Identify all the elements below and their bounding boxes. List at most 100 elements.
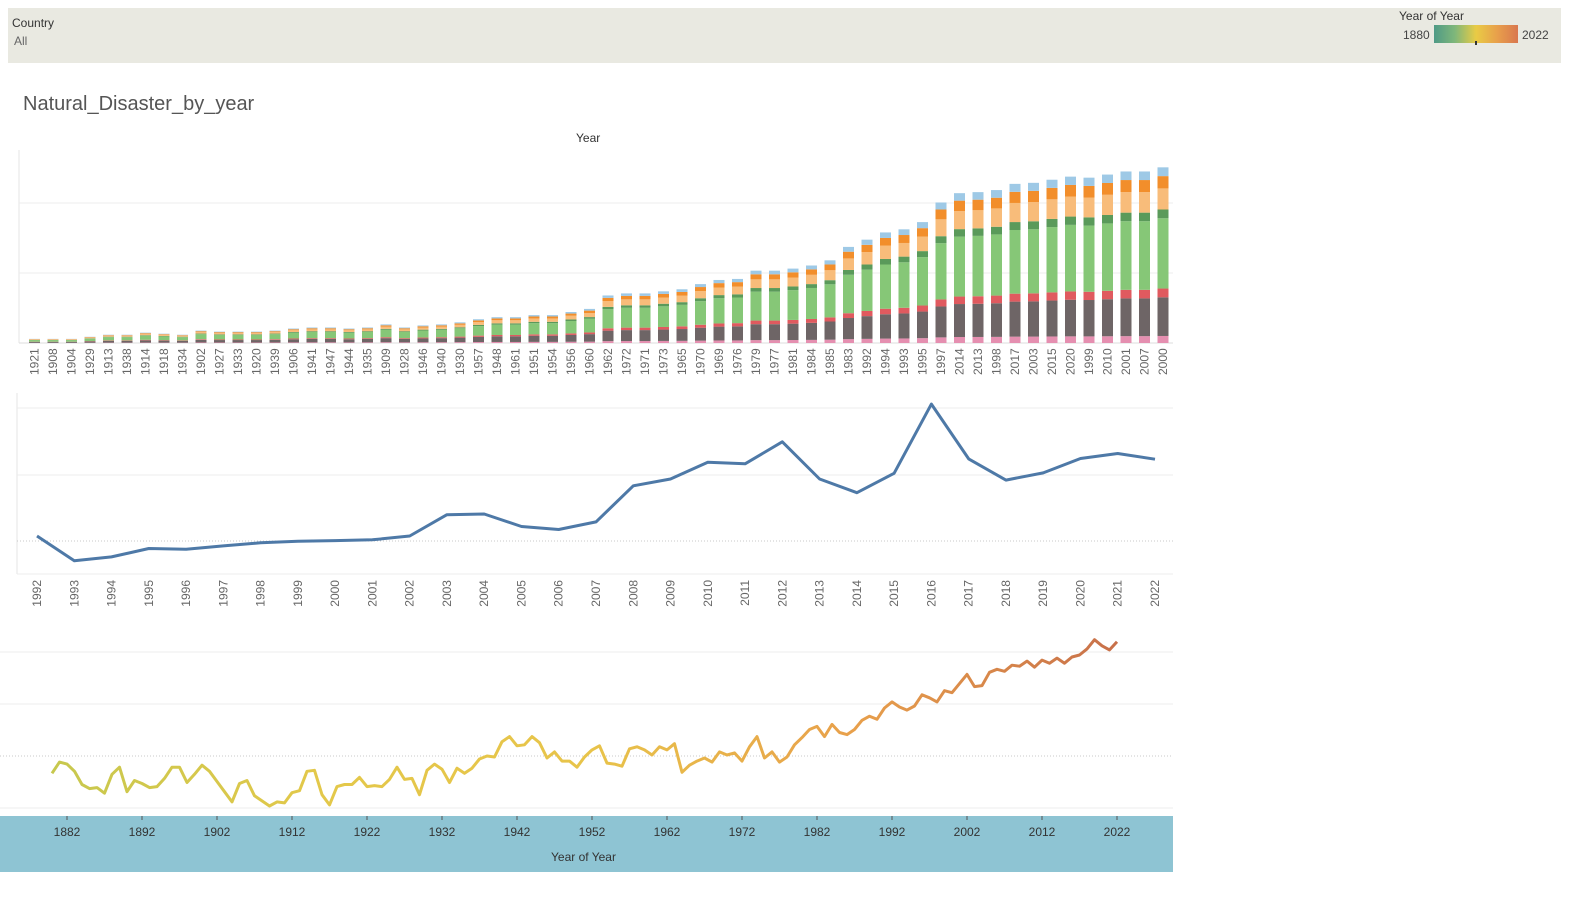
bar-segment[interactable] <box>880 308 891 315</box>
bar-segment[interactable] <box>602 328 614 331</box>
bar-segment[interactable] <box>584 310 595 313</box>
bar-segment[interactable] <box>288 330 299 333</box>
bar-segment[interactable] <box>843 258 854 270</box>
bar-segment[interactable] <box>454 328 466 337</box>
bar-segment[interactable] <box>954 296 965 305</box>
bar-segment[interactable] <box>639 327 651 331</box>
bar-segment[interactable] <box>787 272 799 278</box>
bar-segment[interactable] <box>269 332 281 334</box>
bar-segment[interactable] <box>991 234 1002 296</box>
bar-segment[interactable] <box>510 336 521 342</box>
bar-segment[interactable] <box>158 334 170 336</box>
bar-segment[interactable] <box>806 265 817 270</box>
bar-segment[interactable] <box>861 244 873 253</box>
bar-segment[interactable] <box>269 333 281 335</box>
country-filter-value[interactable]: All <box>14 34 28 48</box>
bar-segment[interactable] <box>251 340 262 343</box>
bar-segment[interactable] <box>880 264 891 309</box>
bar-segment[interactable] <box>232 334 244 340</box>
bar-segment[interactable] <box>436 342 447 343</box>
bar-segment[interactable] <box>1009 183 1021 192</box>
bar-segment[interactable] <box>1065 184 1076 197</box>
bar-segment[interactable] <box>417 329 429 331</box>
bar-segment[interactable] <box>806 269 817 275</box>
bar-segment[interactable] <box>769 274 780 280</box>
bar-segment[interactable] <box>140 335 151 336</box>
bar-segment[interactable] <box>1009 301 1021 337</box>
bar-segment[interactable] <box>547 334 558 336</box>
bar-segment[interactable] <box>1120 212 1132 222</box>
bar-segment[interactable] <box>195 334 207 340</box>
bar-segment[interactable] <box>621 330 632 342</box>
bar-segment[interactable] <box>399 331 410 339</box>
bar-segment[interactable] <box>954 304 965 338</box>
bar-segment[interactable] <box>713 340 725 343</box>
bar-segment[interactable] <box>935 236 947 244</box>
bar-segment[interactable] <box>399 338 410 343</box>
bar-segment[interactable] <box>510 318 521 321</box>
bar-segment[interactable] <box>1157 167 1169 177</box>
bar-segment[interactable] <box>732 278 743 283</box>
bar-segment[interactable] <box>288 329 299 331</box>
bar-segment[interactable] <box>954 211 965 230</box>
bar-segment[interactable] <box>380 325 392 327</box>
bar-segment[interactable] <box>269 331 281 333</box>
bar-segment[interactable] <box>399 338 410 339</box>
bar-segment[interactable] <box>528 318 540 322</box>
bar-segment[interactable] <box>806 322 817 340</box>
bar-segment[interactable] <box>380 328 392 330</box>
bar-segment[interactable] <box>732 340 743 343</box>
bar-segment[interactable] <box>1102 214 1113 224</box>
bar-segment[interactable] <box>121 340 133 343</box>
bar-segment[interactable] <box>454 336 466 338</box>
bar-segment[interactable] <box>658 329 669 341</box>
bar-segment[interactable] <box>1028 221 1039 230</box>
bar-segment[interactable] <box>898 229 910 236</box>
bar-segment[interactable] <box>824 317 836 322</box>
bar-segment[interactable] <box>491 318 503 321</box>
bar-segment[interactable] <box>84 338 96 342</box>
bar-segment[interactable] <box>473 335 484 337</box>
bar-segment[interactable] <box>972 235 984 297</box>
bar-segment[interactable] <box>935 209 947 220</box>
bar-segment[interactable] <box>935 337 947 343</box>
bar-segment[interactable] <box>750 324 762 341</box>
bar-segment[interactable] <box>195 332 207 334</box>
bar-segment[interactable] <box>214 334 225 335</box>
bar-segment[interactable] <box>269 339 281 340</box>
bar-segment[interactable] <box>750 320 762 325</box>
bar-segment[interactable] <box>251 332 262 335</box>
bar-segment[interactable] <box>251 334 262 340</box>
bar-segment[interactable] <box>695 298 706 302</box>
bar-segment[interactable] <box>769 324 780 341</box>
bar-segment[interactable] <box>787 286 799 291</box>
bar-segment[interactable] <box>140 335 151 340</box>
bar-segment[interactable] <box>972 296 984 304</box>
bar-segment[interactable] <box>639 305 651 308</box>
bar-segment[interactable] <box>991 303 1002 337</box>
bar-segment[interactable] <box>1120 180 1132 193</box>
bar-segment[interactable] <box>787 268 799 273</box>
bar-segment[interactable] <box>695 287 706 292</box>
bar-segment[interactable] <box>1120 221 1132 290</box>
bar-segment[interactable] <box>1028 293 1039 302</box>
bar-segment[interactable] <box>325 338 336 339</box>
bar-segment[interactable] <box>214 331 225 333</box>
bar-segment[interactable] <box>1102 290 1113 300</box>
bar-segment[interactable] <box>1139 212 1150 222</box>
bar-segment[interactable] <box>1157 218 1169 289</box>
bar-segment[interactable] <box>214 339 225 341</box>
bar-segment[interactable] <box>843 339 854 343</box>
bar-segment[interactable] <box>306 328 318 330</box>
bar-segment[interactable] <box>417 327 429 330</box>
bar-segment[interactable] <box>787 290 799 320</box>
bar-segment[interactable] <box>713 279 725 284</box>
bar-segment[interactable] <box>1157 209 1169 219</box>
bar-segment[interactable] <box>121 335 133 336</box>
bar-segment[interactable] <box>584 317 595 319</box>
bar-segment[interactable] <box>880 245 891 259</box>
bar-segment[interactable] <box>713 295 725 299</box>
bar-segment[interactable] <box>158 336 170 341</box>
bar-segment[interactable] <box>1009 230 1021 294</box>
bar-segment[interactable] <box>380 337 392 339</box>
